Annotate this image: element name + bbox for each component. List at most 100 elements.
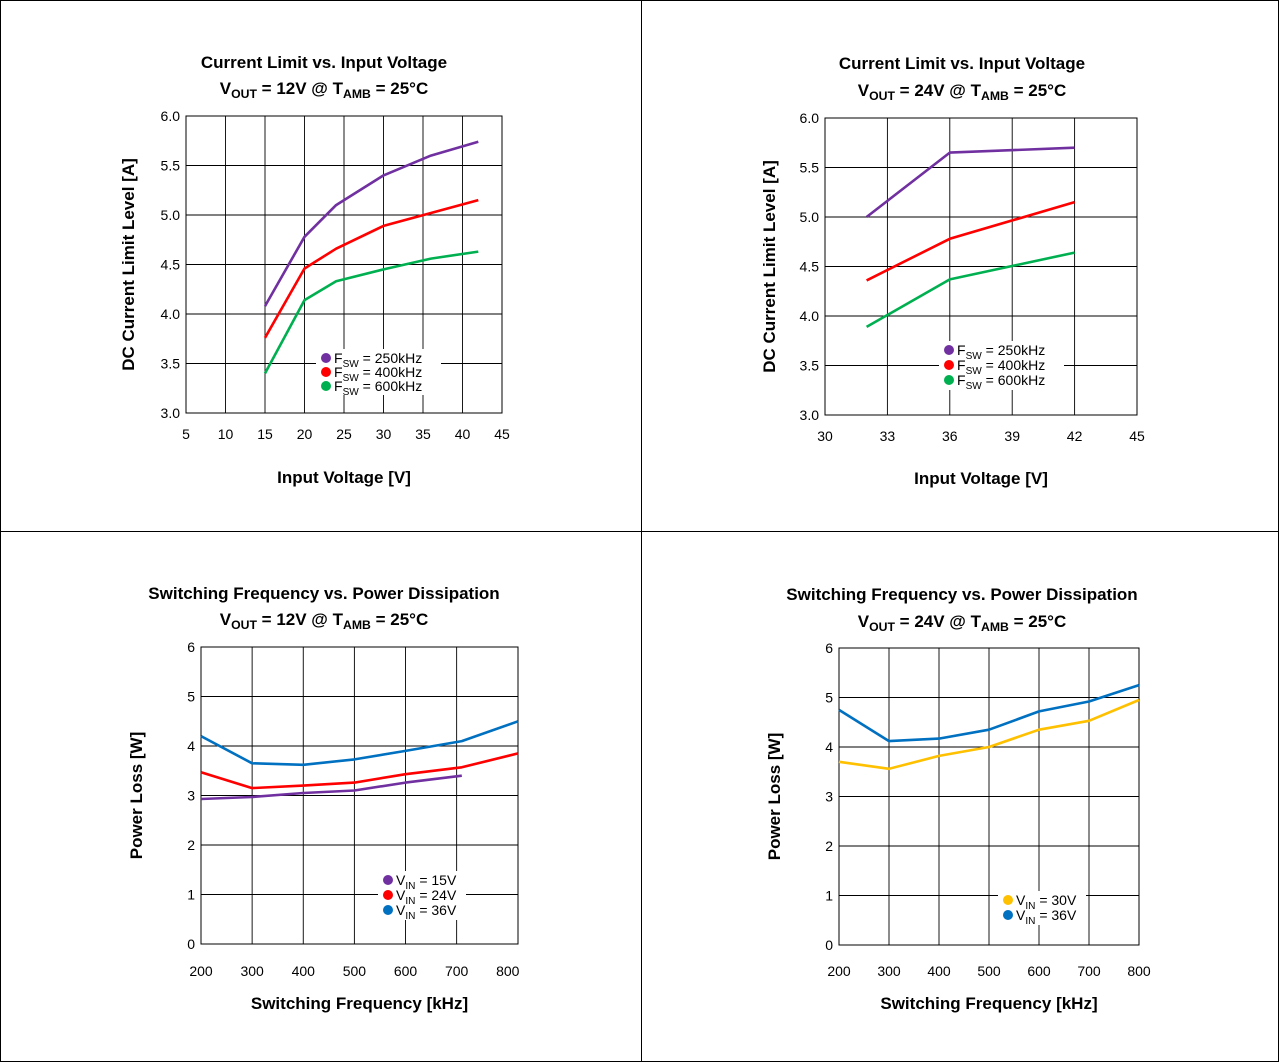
series-line-24v (200, 752, 519, 790)
legend-marker-400khz (944, 360, 954, 370)
chart-title: Current Limit vs. Input Voltage (201, 53, 447, 72)
y-tick-label: 1 (187, 887, 195, 903)
y-tick-label: 5.0 (800, 209, 820, 225)
y-tick-label: 5 (187, 689, 195, 705)
x-tick-label: 800 (1127, 963, 1151, 979)
y-tick-label: 5.5 (800, 160, 820, 176)
chart-subtitle: VOUT = 12V @ TAMB = 25°C (220, 79, 428, 101)
x-tick-label: 700 (1077, 963, 1101, 979)
legend-label-400khz: FSW = 400kHz (957, 357, 1045, 377)
y-tick-label: 6.0 (161, 108, 181, 124)
x-tick-label: 45 (494, 426, 510, 442)
x-tick-label: 500 (977, 963, 1001, 979)
y-tick-label: 6 (187, 639, 195, 655)
y-tick-label: 3.0 (161, 405, 181, 421)
current-limit-vout24-chart: Current Limit vs. Input Voltage VOUT = 24… (760, 54, 1145, 488)
y-axis-label: Power Loss [W] (765, 733, 784, 861)
current-limit-vout12-chart: Current Limit vs. Input Voltage VOUT = 12… (119, 53, 510, 487)
chart-subtitle: VOUT = 24V @ TAMB = 25°C (858, 81, 1066, 103)
x-tick-label: 400 (292, 963, 316, 979)
y-tick-label: 0 (825, 937, 833, 953)
x-tick-label: 36 (942, 428, 958, 444)
y-tick-label: 3.0 (800, 407, 820, 423)
y-tick-label: 6.0 (800, 110, 820, 126)
x-tick-label: 200 (827, 963, 851, 979)
y-tick-label: 1 (825, 888, 833, 904)
x-tick-label: 45 (1129, 428, 1145, 444)
y-tick-label: 3 (187, 788, 195, 804)
y-tick-label: 5.0 (161, 207, 181, 223)
y-tick-label: 3 (825, 789, 833, 805)
y-tick-label: 4.5 (161, 257, 181, 273)
x-tick-label: 600 (394, 963, 418, 979)
series-line-30v (838, 698, 1140, 771)
legend-marker-30v (1003, 895, 1013, 905)
x-axis-label: Switching Frequency [kHz] (251, 994, 468, 1013)
legend-marker-400khz (321, 367, 331, 377)
y-tick-label: 4.0 (800, 308, 820, 324)
legend-marker-15v (383, 875, 393, 885)
x-tick-label: 30 (376, 426, 392, 442)
y-tick-label: 4 (825, 739, 833, 755)
y-tick-label: 5.5 (161, 158, 181, 174)
y-tick-label: 3.5 (800, 358, 820, 374)
y-axis-label: Power Loss [W] (127, 732, 146, 860)
y-tick-label: 6 (825, 640, 833, 656)
legend-box (939, 341, 1064, 390)
legend-label-36v: VIN = 36V (396, 902, 457, 922)
series-line-36v (200, 720, 519, 767)
legend-label-250khz: FSW = 250kHz (334, 350, 422, 370)
legend-label-24v: VIN = 24V (396, 887, 457, 907)
legend-label-30v: VIN = 30V (1016, 892, 1077, 912)
series-line-36v (838, 683, 1140, 743)
x-tick-label: 33 (880, 428, 896, 444)
chart-panel-1: Current Limit vs. Input Voltage VOUT = 12… (0, 0, 643, 533)
chart-panel-2: Current Limit vs. Input Voltage VOUT = 24… (641, 0, 1279, 533)
legend-label-250khz: FSW = 250kHz (957, 342, 1045, 362)
x-tick-label: 30 (817, 428, 833, 444)
y-tick-label: 5 (825, 690, 833, 706)
y-tick-label: 2 (187, 837, 195, 853)
y-axis-label: DC Current Limit Level [A] (760, 160, 779, 373)
x-tick-label: 300 (240, 963, 264, 979)
legend-label-400khz: FSW = 400kHz (334, 364, 422, 384)
x-tick-label: 400 (927, 963, 951, 979)
x-axis-label: Switching Frequency [kHz] (880, 994, 1097, 1013)
chart-title: Switching Frequency vs. Power Dissipatio… (786, 585, 1137, 604)
legend-marker-24v (383, 890, 393, 900)
x-axis-label: Input Voltage [V] (277, 468, 411, 487)
legend-label-15v: VIN = 15V (396, 872, 457, 892)
y-tick-label: 2 (825, 838, 833, 854)
y-tick-label: 3.5 (161, 356, 181, 372)
series-line-400khz (866, 200, 1075, 282)
legend-marker-600khz (944, 375, 954, 385)
chart-title: Current Limit vs. Input Voltage (839, 54, 1085, 73)
y-tick-label: 0 (187, 936, 195, 952)
legend-marker-600khz (321, 381, 331, 391)
legend-marker-36v (383, 905, 393, 915)
chart-subtitle: VOUT = 12V @ TAMB = 25°C (220, 610, 428, 632)
x-tick-label: 42 (1067, 428, 1083, 444)
legend-label-36v: VIN = 36V (1016, 907, 1077, 927)
x-tick-label: 200 (189, 963, 213, 979)
y-tick-label: 4.0 (161, 306, 181, 322)
chart-panel-3: Switching Frequency vs. Power Dissipatio… (0, 531, 643, 1062)
power-dissipation-vout12-chart: Switching Frequency vs. Power Dissipatio… (127, 584, 520, 1013)
x-tick-label: 25 (336, 426, 352, 442)
x-tick-label: 5 (182, 426, 190, 442)
x-tick-label: 500 (343, 963, 367, 979)
legend-box (316, 349, 441, 395)
legend-label-600khz: FSW = 600kHz (334, 378, 422, 398)
y-tick-label: 4 (187, 738, 195, 754)
x-tick-label: 15 (257, 426, 273, 442)
x-tick-label: 700 (445, 963, 469, 979)
legend-marker-250khz (944, 345, 954, 355)
power-dissipation-vout24-chart: Switching Frequency vs. Power Dissipatio… (765, 585, 1151, 1013)
series-line-15v (200, 774, 462, 801)
legend-marker-36v (1003, 910, 1013, 920)
x-tick-label: 600 (1027, 963, 1051, 979)
x-tick-label: 300 (877, 963, 901, 979)
y-axis-label: DC Current Limit Level [A] (119, 158, 138, 371)
x-tick-label: 39 (1004, 428, 1020, 444)
